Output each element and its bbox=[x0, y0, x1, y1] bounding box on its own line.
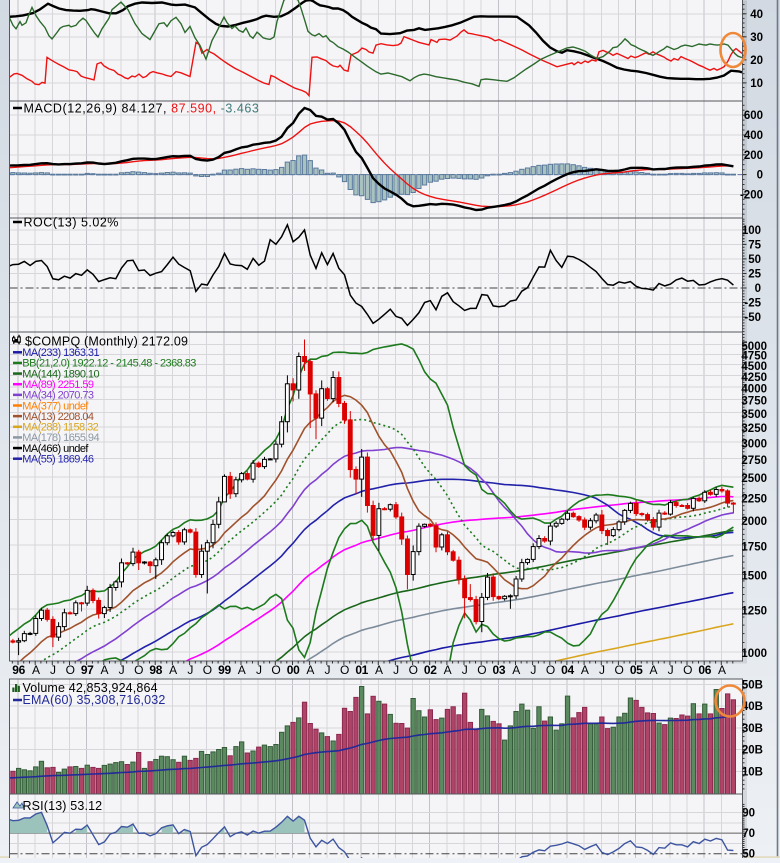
svg-text:ROC(13) 5.02%: ROC(13) 5.02% bbox=[24, 216, 119, 230]
svg-text:10B: 10B bbox=[742, 767, 763, 779]
svg-text:A: A bbox=[718, 663, 726, 677]
svg-text:1500: 1500 bbox=[741, 571, 767, 583]
svg-text:1250: 1250 bbox=[741, 606, 767, 618]
svg-text:200: 200 bbox=[744, 150, 763, 162]
svg-text:O: O bbox=[203, 663, 212, 677]
svg-text:MA(89) 2251.59: MA(89) 2251.59 bbox=[22, 379, 94, 391]
svg-text:00: 00 bbox=[287, 663, 300, 677]
svg-text:O: O bbox=[66, 663, 75, 677]
svg-text:A: A bbox=[375, 663, 383, 677]
svg-text:J: J bbox=[393, 663, 399, 677]
svg-text:MA(178) 1655.94: MA(178) 1655.94 bbox=[22, 432, 99, 444]
svg-text:10: 10 bbox=[750, 78, 763, 90]
svg-text:J: J bbox=[119, 663, 125, 677]
svg-text:4750: 4750 bbox=[741, 351, 767, 363]
svg-text:2250: 2250 bbox=[741, 493, 767, 505]
svg-text:-50: -50 bbox=[744, 312, 761, 324]
svg-text:J: J bbox=[256, 663, 262, 677]
svg-text:1000: 1000 bbox=[741, 648, 767, 660]
svg-text:J: J bbox=[50, 663, 56, 677]
svg-text:A: A bbox=[649, 663, 657, 677]
svg-text:600: 600 bbox=[744, 110, 763, 122]
svg-text:MA(144) 1890.10: MA(144) 1890.10 bbox=[22, 368, 99, 380]
svg-text:04: 04 bbox=[561, 663, 574, 677]
svg-text:0: 0 bbox=[757, 170, 763, 182]
svg-text:A: A bbox=[32, 663, 40, 677]
svg-text:3500: 3500 bbox=[741, 409, 767, 421]
svg-text:40: 40 bbox=[750, 9, 763, 21]
svg-text:02: 02 bbox=[424, 663, 437, 677]
svg-text:50B: 50B bbox=[742, 679, 763, 691]
svg-text:4250: 4250 bbox=[741, 372, 767, 384]
svg-text:20B: 20B bbox=[742, 745, 763, 757]
svg-text:25: 25 bbox=[748, 269, 761, 281]
svg-text:J: J bbox=[187, 663, 193, 677]
svg-text:O: O bbox=[271, 663, 280, 677]
svg-text:70: 70 bbox=[742, 828, 755, 840]
svg-text:-200: -200 bbox=[740, 189, 763, 201]
svg-text:20: 20 bbox=[750, 55, 763, 67]
svg-text:MA(233) 1363.31: MA(233) 1363.31 bbox=[22, 347, 99, 359]
svg-text:99: 99 bbox=[218, 663, 231, 677]
svg-text:400: 400 bbox=[744, 130, 763, 142]
svg-text:O: O bbox=[477, 663, 486, 677]
svg-text:O: O bbox=[546, 663, 555, 677]
svg-text:100: 100 bbox=[742, 225, 761, 237]
svg-text:30: 30 bbox=[750, 32, 763, 44]
svg-text:EMA(60) 35,308,716,032: EMA(60) 35,308,716,032 bbox=[23, 693, 166, 707]
svg-text:4500: 4500 bbox=[741, 361, 767, 373]
svg-text:4000: 4000 bbox=[741, 383, 767, 395]
svg-text:96: 96 bbox=[12, 663, 25, 677]
svg-text:40B: 40B bbox=[742, 701, 763, 713]
svg-text:0: 0 bbox=[755, 283, 761, 295]
svg-text:3000: 3000 bbox=[741, 438, 767, 450]
svg-text:MA(34) 2070.73: MA(34) 2070.73 bbox=[22, 390, 94, 402]
svg-text:O: O bbox=[409, 663, 418, 677]
svg-text:O: O bbox=[683, 663, 692, 677]
svg-text:J: J bbox=[325, 663, 331, 677]
svg-text:50: 50 bbox=[748, 254, 761, 266]
svg-text:03: 03 bbox=[493, 663, 506, 677]
svg-text:BB(21,2.0) 1922.12 - 2145.48 -: BB(21,2.0) 1922.12 - 2145.48 - 2368.83 bbox=[22, 358, 196, 370]
svg-text:RSI(13) 53.12: RSI(13) 53.12 bbox=[23, 799, 103, 813]
svg-text:3750: 3750 bbox=[741, 396, 767, 408]
svg-text:A: A bbox=[169, 663, 177, 677]
svg-text:O: O bbox=[340, 663, 349, 677]
svg-text:A: A bbox=[444, 663, 452, 677]
svg-text:MA(13) 2208.04: MA(13) 2208.04 bbox=[22, 411, 94, 423]
svg-text:MACD(12,26,9) 84.127, 87.590,: MACD(12,26,9) 84.127, 87.590, -3.463 bbox=[24, 102, 260, 116]
svg-text:MA(377) undef: MA(377) undef bbox=[22, 400, 89, 412]
svg-text:J: J bbox=[599, 663, 605, 677]
svg-text:2500: 2500 bbox=[741, 473, 767, 485]
svg-text:1750: 1750 bbox=[741, 541, 767, 553]
svg-text:97: 97 bbox=[81, 663, 94, 677]
svg-text:01: 01 bbox=[355, 663, 368, 677]
svg-text:MA(55) 1869.46: MA(55) 1869.46 bbox=[22, 454, 94, 466]
svg-text:J: J bbox=[462, 663, 468, 677]
svg-text:A: A bbox=[512, 663, 520, 677]
svg-text:3250: 3250 bbox=[741, 423, 767, 435]
svg-text:A: A bbox=[306, 663, 314, 677]
svg-text:-25: -25 bbox=[744, 298, 761, 310]
svg-text:J: J bbox=[668, 663, 674, 677]
svg-text:05: 05 bbox=[630, 663, 643, 677]
svg-text:5000: 5000 bbox=[741, 341, 767, 353]
svg-text:A: A bbox=[238, 663, 246, 677]
svg-text:$COMPQ (Monthly) 2172.09: $COMPQ (Monthly) 2172.09 bbox=[25, 335, 188, 349]
svg-text:Volume 42,853,924,864: Volume 42,853,924,864 bbox=[23, 681, 158, 695]
svg-text:2000: 2000 bbox=[741, 516, 767, 528]
svg-text:MA(466) undef: MA(466) undef bbox=[22, 443, 89, 455]
svg-text:A: A bbox=[581, 663, 589, 677]
svg-text:75: 75 bbox=[748, 239, 761, 251]
svg-text:O: O bbox=[614, 663, 623, 677]
svg-text:J: J bbox=[530, 663, 536, 677]
svg-text:2750: 2750 bbox=[741, 455, 767, 467]
svg-text:A: A bbox=[101, 663, 109, 677]
svg-text:98: 98 bbox=[149, 663, 162, 677]
svg-text:30B: 30B bbox=[742, 723, 763, 735]
svg-text:90: 90 bbox=[742, 808, 755, 820]
svg-text:06: 06 bbox=[698, 663, 711, 677]
svg-text:MA(288) 1158.32: MA(288) 1158.32 bbox=[22, 422, 98, 434]
svg-text:O: O bbox=[134, 663, 143, 677]
